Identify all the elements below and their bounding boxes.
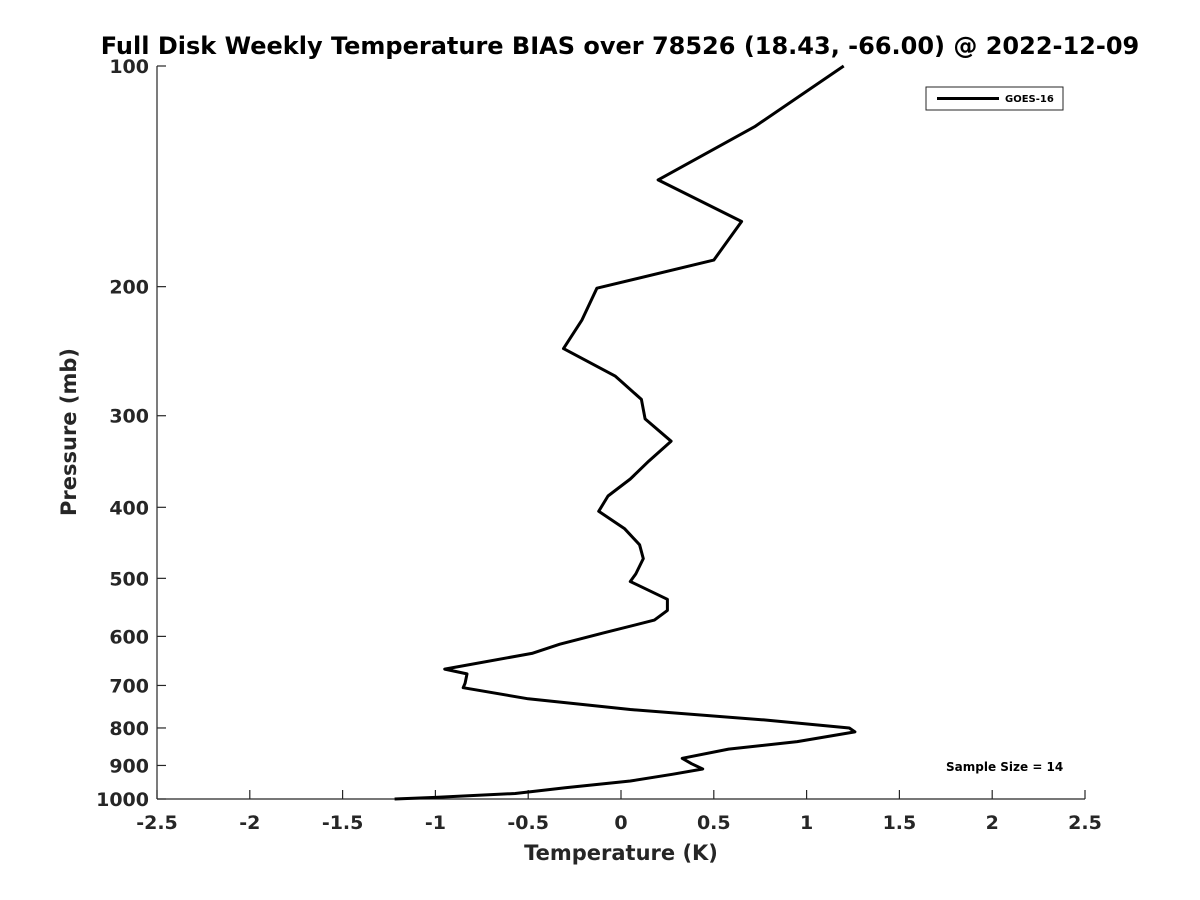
x-tick-label: -1 — [425, 812, 446, 834]
y-tick-label: 100 — [109, 56, 149, 78]
series-line-0 — [394, 64, 857, 801]
x-tick-label: -0.5 — [507, 812, 549, 834]
y-tick-label: 800 — [109, 718, 149, 740]
y-axis-label: Pressure (mb) — [57, 348, 81, 516]
series-layer — [394, 64, 857, 801]
y-tick-label: 400 — [109, 497, 149, 519]
y-tick-label: 700 — [109, 675, 149, 697]
x-tick-label: -2.5 — [136, 812, 178, 834]
plot-area — [157, 66, 1085, 799]
legend: GOES-16 — [925, 86, 1064, 111]
x-axis-label: Temperature (K) — [524, 841, 718, 865]
chart-title: Full Disk Weekly Temperature BIAS over 7… — [101, 32, 1140, 60]
y-tick-label: 500 — [109, 568, 149, 590]
y-tick-label: 900 — [109, 755, 149, 777]
x-tick-label: 2 — [986, 812, 999, 834]
y-tick-label: 600 — [109, 626, 149, 648]
x-tick-label: 0 — [614, 812, 627, 834]
sample-size-annotation: Sample Size = 14 — [946, 760, 1063, 774]
y-axis-ticks: 100 200 300 400 500 600 700 800 900 1000 — [96, 56, 166, 811]
x-tick-label: 2.5 — [1068, 812, 1102, 834]
x-tick-label: 0.5 — [697, 812, 731, 834]
y-tick-label: 200 — [109, 277, 149, 299]
y-tick-label: 1000 — [96, 789, 149, 811]
x-tick-label: 1.5 — [883, 812, 917, 834]
x-tick-label: -1.5 — [322, 812, 364, 834]
y-tick-label: 300 — [109, 406, 149, 428]
x-tick-label: 1 — [800, 812, 813, 834]
x-axis-ticks: -2.5 -2 -1.5 -1 -0.5 0 0.5 1 1.5 2 2.5 — [136, 790, 1102, 834]
x-tick-label: -2 — [239, 812, 260, 834]
legend-label: GOES-16 — [1005, 94, 1054, 105]
